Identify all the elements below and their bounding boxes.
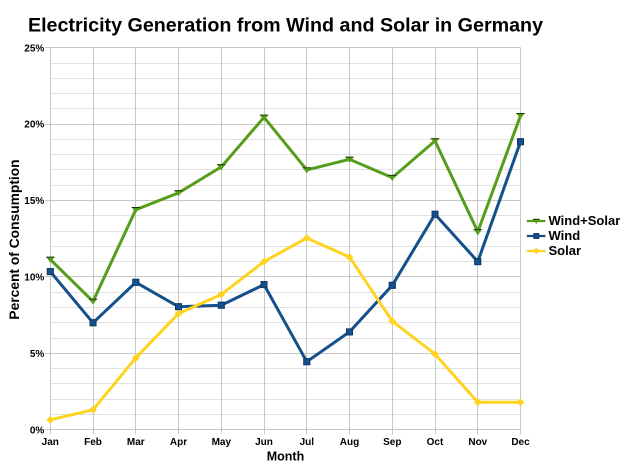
svg-text:Jul: Jul xyxy=(300,437,315,448)
svg-text:25%: 25% xyxy=(24,43,44,54)
svg-text:Sep: Sep xyxy=(383,437,401,448)
svg-text:0%: 0% xyxy=(30,425,45,436)
svg-text:Percent of Consumption: Percent of Consumption xyxy=(7,159,22,319)
svg-text:Jun: Jun xyxy=(255,437,273,448)
svg-text:May: May xyxy=(212,437,232,448)
svg-text:Dec: Dec xyxy=(511,437,530,448)
svg-text:Aug: Aug xyxy=(340,437,359,448)
svg-text:Month: Month xyxy=(267,450,304,464)
svg-text:Electricity Generation from Wi: Electricity Generation from Wind and Sol… xyxy=(28,15,543,37)
svg-text:Feb: Feb xyxy=(84,437,102,448)
svg-text:Apr: Apr xyxy=(170,437,187,448)
svg-text:Nov: Nov xyxy=(468,437,487,448)
svg-text:Wind+Solar: Wind+Solar xyxy=(549,213,621,228)
svg-text:20%: 20% xyxy=(24,120,44,131)
svg-text:5%: 5% xyxy=(30,349,45,360)
svg-text:Mar: Mar xyxy=(127,437,145,448)
svg-text:Jan: Jan xyxy=(42,437,59,448)
svg-text:Oct: Oct xyxy=(427,437,444,448)
svg-text:Wind: Wind xyxy=(549,228,581,243)
svg-text:15%: 15% xyxy=(24,196,44,207)
svg-text:Solar: Solar xyxy=(549,243,582,258)
svg-text:10%: 10% xyxy=(24,273,44,284)
